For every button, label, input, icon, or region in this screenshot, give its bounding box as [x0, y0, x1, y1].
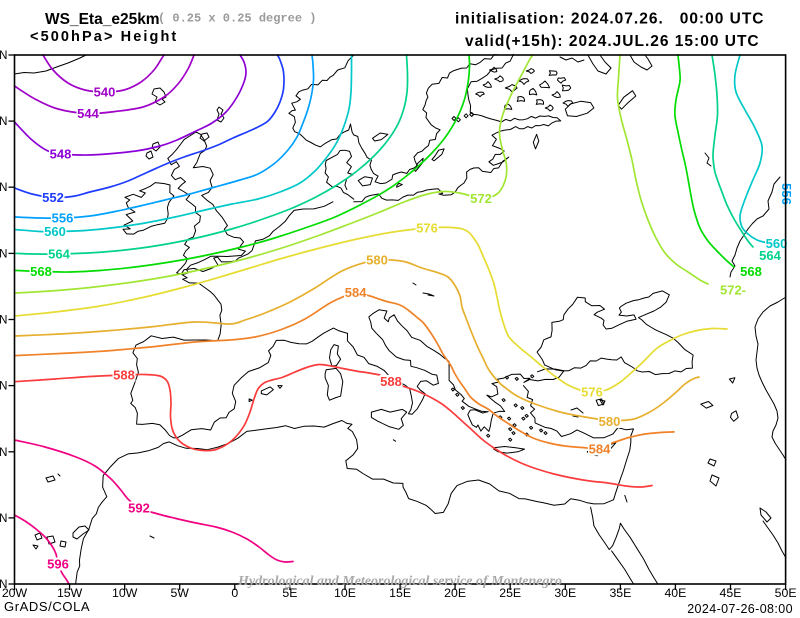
svg-text:10W: 10W: [112, 586, 138, 600]
svg-text:580: 580: [599, 414, 621, 429]
svg-text:35E: 35E: [609, 586, 631, 600]
svg-text:50N: 50N: [0, 248, 8, 260]
svg-text:45E: 45E: [720, 586, 742, 600]
svg-text:15E: 15E: [389, 586, 411, 600]
svg-text:30E: 30E: [554, 586, 576, 600]
svg-text:556: 556: [779, 183, 794, 205]
svg-text:572-: 572-: [720, 283, 746, 298]
svg-text:560: 560: [766, 236, 788, 251]
svg-text:596: 596: [47, 557, 69, 572]
svg-text:<500hPa> Height: <500hPa> Height: [30, 29, 178, 45]
svg-text:584: 584: [589, 442, 611, 457]
svg-text:55N: 55N: [0, 182, 8, 194]
svg-text:592: 592: [128, 501, 150, 516]
svg-text:25E: 25E: [499, 586, 521, 600]
svg-text:initialisation: 2024.07.26.: initialisation: 2024.07.26. 00:00 UTC: [455, 11, 765, 28]
svg-text:5E: 5E: [282, 586, 297, 600]
svg-text:25N: 25N: [0, 579, 8, 591]
svg-text:10E: 10E: [334, 586, 356, 600]
svg-text:584: 584: [345, 285, 367, 300]
svg-text:60N: 60N: [0, 116, 8, 128]
svg-text:576: 576: [416, 221, 438, 236]
svg-text:35N: 35N: [0, 447, 8, 459]
svg-text:568: 568: [30, 264, 52, 279]
svg-text:15W: 15W: [57, 586, 83, 600]
svg-text:Hydrological and Meteorologica: Hydrological and Meteorological service …: [237, 574, 562, 589]
svg-text:568: 568: [740, 264, 762, 279]
svg-text:544: 544: [77, 106, 99, 121]
svg-text:540: 540: [94, 85, 116, 100]
svg-text:560: 560: [44, 224, 66, 239]
svg-text:564: 564: [48, 247, 70, 262]
svg-text:2024-07-26-08:00: 2024-07-26-08:00: [687, 602, 793, 616]
svg-text:5W: 5W: [170, 586, 189, 600]
svg-text:( 0.25 x 0.25 degree ): ( 0.25 x 0.25 degree ): [158, 12, 316, 26]
svg-text:564: 564: [759, 248, 781, 263]
svg-text:588: 588: [113, 368, 135, 383]
svg-text:50E: 50E: [775, 586, 797, 600]
svg-text:556: 556: [52, 211, 74, 226]
svg-text:GrADS/COLA: GrADS/COLA: [4, 599, 90, 614]
svg-text:40E: 40E: [664, 586, 686, 600]
svg-text:WS_Eta_e25km: WS_Eta_e25km: [45, 11, 160, 28]
svg-text:45N: 45N: [0, 315, 8, 327]
svg-text:20E: 20E: [444, 586, 466, 600]
svg-text:0: 0: [231, 586, 238, 600]
svg-text:552: 552: [42, 190, 64, 205]
svg-text:572: 572: [470, 191, 492, 206]
svg-text:588: 588: [380, 374, 402, 389]
svg-text:valid(+15h): 2024.JUL.26 15:00: valid(+15h): 2024.JUL.26 15:00 UTC: [465, 33, 760, 50]
svg-text:580: 580: [366, 253, 388, 268]
svg-text:65N: 65N: [0, 50, 8, 62]
svg-text:30N: 30N: [0, 513, 8, 525]
svg-text:40N: 40N: [0, 381, 8, 393]
svg-text:548: 548: [50, 147, 72, 162]
svg-text:576: 576: [581, 385, 603, 400]
svg-text:20W: 20W: [2, 586, 28, 600]
